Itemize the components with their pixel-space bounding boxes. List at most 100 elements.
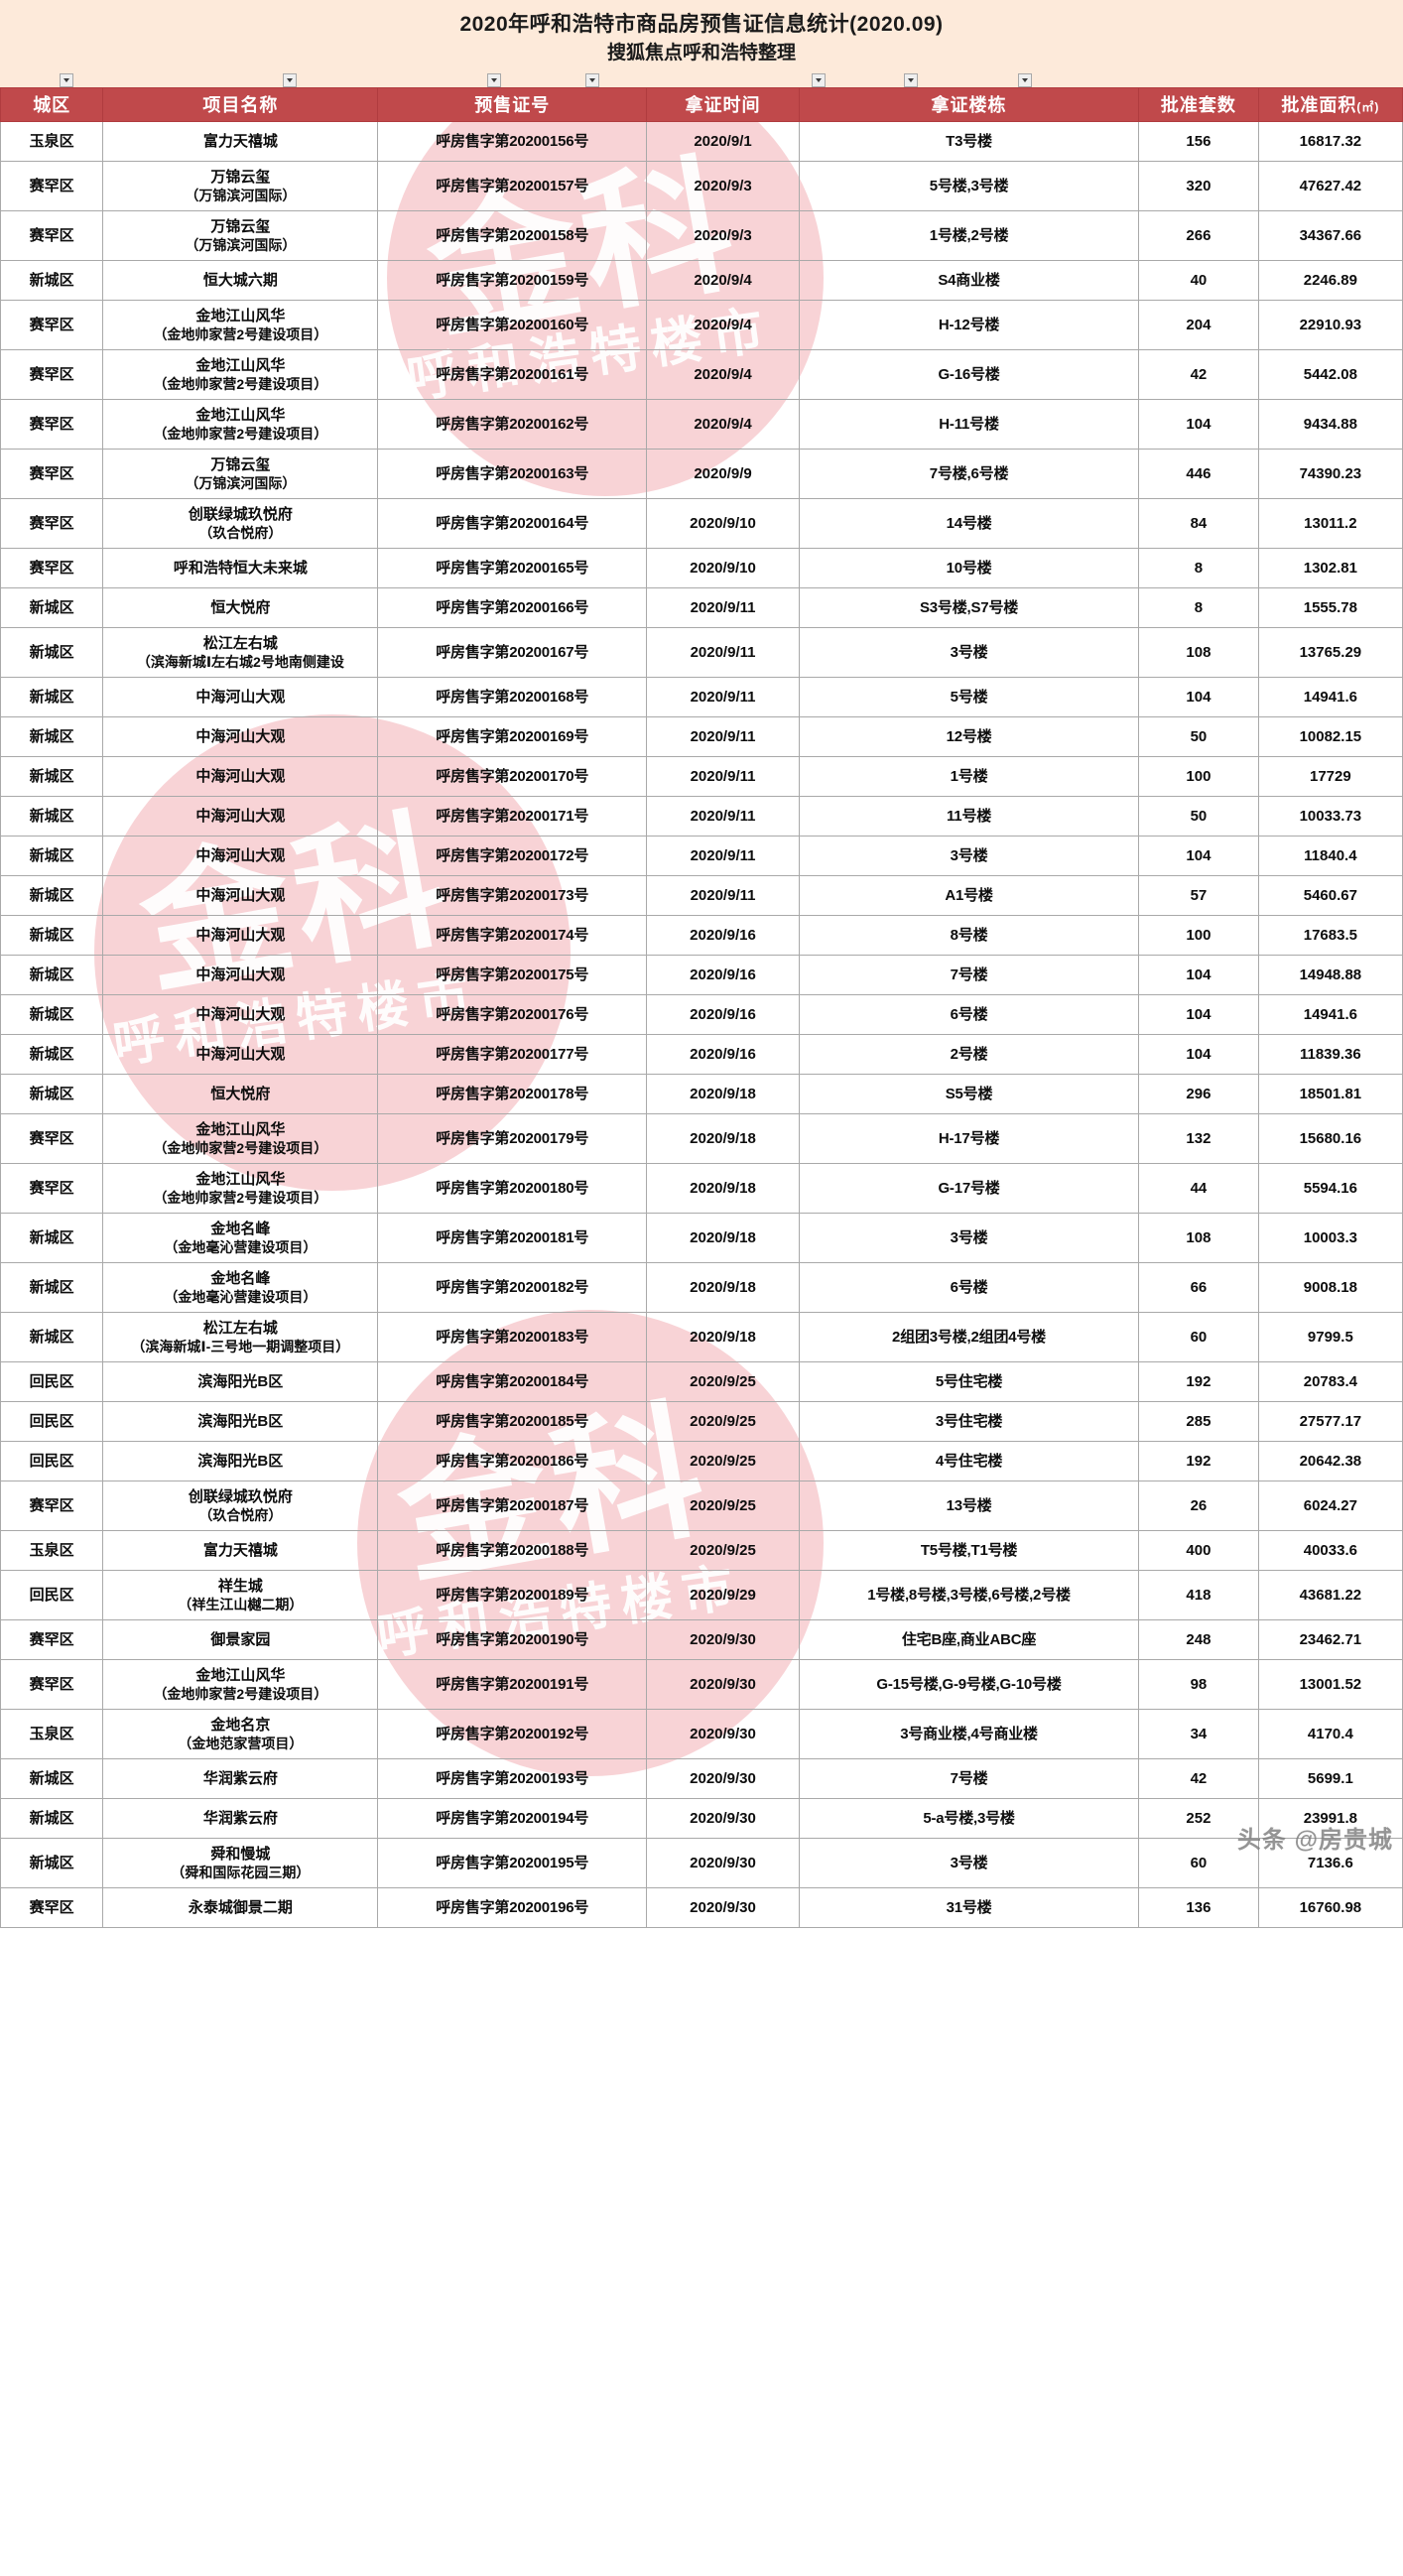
cell-permit-number[interactable]: 呼房售字第20200193号 — [377, 1757, 648, 1799]
cell-permit-date[interactable]: 2020/9/3 — [646, 160, 800, 211]
cell-permit-number[interactable]: 呼房售字第20200162号 — [377, 398, 648, 450]
cell-unit-count[interactable]: 108 — [1138, 1212, 1259, 1263]
cell-unit-count[interactable]: 8 — [1138, 547, 1259, 588]
cell-building[interactable]: H-17号楼 — [798, 1112, 1140, 1164]
cell-district[interactable]: 回民区 — [0, 1360, 104, 1402]
table-row[interactable]: 赛罕区 创联绿城玖悦府 （玖合悦府） 呼房售字第20200164号 2020/9/10 1… — [0, 497, 1403, 549]
cell-unit-count[interactable]: 104 — [1138, 993, 1259, 1035]
cell-permit-number[interactable]: 呼房售字第20200177号 — [377, 1033, 648, 1075]
cell-district[interactable]: 新城区 — [0, 755, 104, 797]
cell-unit-count[interactable]: 100 — [1138, 914, 1259, 956]
cell-unit-count[interactable]: 132 — [1138, 1112, 1259, 1164]
cell-district[interactable]: 赛罕区 — [0, 299, 104, 350]
cell-permit-date[interactable]: 2020/9/25 — [646, 1360, 800, 1402]
cell-permit-number[interactable]: 呼房售字第20200182号 — [377, 1261, 648, 1313]
table-row[interactable]: 赛罕区 金地江山风华 （金地帅家营2号建设项目） 呼房售字第20200162号 2020… — [0, 398, 1403, 450]
table-row[interactable]: 赛罕区 金地江山风华 （金地帅家营2号建设项目） 呼房售字第20200160号 2020… — [0, 299, 1403, 350]
table-row[interactable]: 新城区 中海河山大观 呼房售字第20200170号 2020/9/11 1号楼 100 17… — [0, 755, 1403, 797]
cell-approved-area[interactable]: 2246.89 — [1257, 259, 1403, 301]
cell-permit-number[interactable]: 呼房售字第20200194号 — [377, 1797, 648, 1839]
cell-building[interactable]: 3号楼 — [798, 626, 1140, 678]
cell-project-name[interactable]: 恒大悦府 — [102, 586, 379, 628]
cell-unit-count[interactable]: 42 — [1138, 348, 1259, 400]
cell-approved-area[interactable]: 16760.98 — [1257, 1886, 1403, 1928]
cell-district[interactable]: 新城区 — [0, 715, 104, 757]
table-row[interactable]: 回民区 祥生城 （祥生江山樾二期） 呼房售字第20200189号 2020/9/29 1号… — [0, 1569, 1403, 1620]
cell-permit-number[interactable]: 呼房售字第20200175号 — [377, 954, 648, 995]
table-row[interactable]: 新城区 中海河山大观 呼房售字第20200177号 2020/9/16 2号楼 104 11… — [0, 1033, 1403, 1075]
cell-permit-date[interactable]: 2020/9/11 — [646, 626, 800, 678]
cell-unit-count[interactable]: 104 — [1138, 1033, 1259, 1075]
cell-permit-number[interactable]: 呼房售字第20200173号 — [377, 874, 648, 916]
cell-approved-area[interactable]: 9799.5 — [1257, 1311, 1403, 1362]
cell-unit-count[interactable]: 108 — [1138, 626, 1259, 678]
cell-permit-number[interactable]: 呼房售字第20200185号 — [377, 1400, 648, 1442]
cell-building[interactable]: 3号楼 — [798, 835, 1140, 876]
cell-unit-count[interactable]: 320 — [1138, 160, 1259, 211]
cell-permit-date[interactable]: 2020/9/11 — [646, 795, 800, 837]
cell-project-name[interactable]: 御景家园 — [102, 1618, 379, 1660]
table-row[interactable]: 赛罕区 万锦云玺 （万锦滨河国际） 呼房售字第20200158号 2020/9/3 1号楼… — [0, 209, 1403, 261]
cell-district[interactable]: 新城区 — [0, 1837, 104, 1888]
cell-permit-number[interactable]: 呼房售字第20200187号 — [377, 1480, 648, 1531]
cell-permit-number[interactable]: 呼房售字第20200186号 — [377, 1440, 648, 1481]
cell-district[interactable]: 新城区 — [0, 835, 104, 876]
cell-unit-count[interactable]: 100 — [1138, 755, 1259, 797]
cell-permit-date[interactable]: 2020/9/18 — [646, 1112, 800, 1164]
column-header-cert[interactable]: 预售证号 — [377, 86, 648, 122]
cell-project-name[interactable]: 金地名京 （金地范家营项目） — [102, 1708, 379, 1759]
cell-approved-area[interactable]: 1302.81 — [1257, 547, 1403, 588]
cell-district[interactable]: 新城区 — [0, 1073, 104, 1114]
cell-district[interactable]: 赛罕区 — [0, 348, 104, 400]
cell-unit-count[interactable]: 192 — [1138, 1360, 1259, 1402]
cell-project-name[interactable]: 松江左右城 （滨海新城Ⅰ-三号地一期调整项目） — [102, 1311, 379, 1362]
table-row[interactable]: 玉泉区 富力天禧城 呼房售字第20200188号 2020/9/25 T5号楼,T1号楼… — [0, 1529, 1403, 1571]
cell-permit-date[interactable]: 2020/9/25 — [646, 1480, 800, 1531]
cell-permit-date[interactable]: 2020/9/11 — [646, 715, 800, 757]
cell-district[interactable]: 新城区 — [0, 1212, 104, 1263]
table-row[interactable]: 赛罕区 万锦云玺 （万锦滨河国际） 呼房售字第20200163号 2020/9/9 7号楼… — [0, 448, 1403, 499]
cell-unit-count[interactable]: 104 — [1138, 954, 1259, 995]
cell-permit-number[interactable]: 呼房售字第20200158号 — [377, 209, 648, 261]
cell-building[interactable]: 5号住宅楼 — [798, 1360, 1140, 1402]
cell-approved-area[interactable]: 15680.16 — [1257, 1112, 1403, 1164]
cell-district[interactable]: 回民区 — [0, 1569, 104, 1620]
cell-building[interactable]: 7号楼 — [798, 954, 1140, 995]
table-row[interactable]: 赛罕区 御景家园 呼房售字第20200190号 2020/9/30 住宅B座,商业ABC… — [0, 1618, 1403, 1660]
cell-permit-number[interactable]: 呼房售字第20200191号 — [377, 1658, 648, 1710]
cell-permit-number[interactable]: 呼房售字第20200169号 — [377, 715, 648, 757]
table-row[interactable]: 新城区 中海河山大观 呼房售字第20200172号 2020/9/11 3号楼 104 11… — [0, 835, 1403, 876]
cell-permit-date[interactable]: 2020/9/30 — [646, 1797, 800, 1839]
cell-unit-count[interactable]: 8 — [1138, 586, 1259, 628]
cell-approved-area[interactable]: 17683.5 — [1257, 914, 1403, 956]
table-row[interactable]: 赛罕区 金地江山风华 （金地帅家营2号建设项目） 呼房售字第20200179号 2020… — [0, 1112, 1403, 1164]
cell-permit-number[interactable]: 呼房售字第20200166号 — [377, 586, 648, 628]
cell-approved-area[interactable]: 74390.23 — [1257, 448, 1403, 499]
cell-permit-date[interactable]: 2020/9/30 — [646, 1618, 800, 1660]
cell-project-name[interactable]: 万锦云玺 （万锦滨河国际） — [102, 160, 379, 211]
table-row[interactable]: 赛罕区 永泰城御景二期 呼房售字第20200196号 2020/9/30 31号楼 136… — [0, 1886, 1403, 1928]
cell-district[interactable]: 玉泉区 — [0, 1529, 104, 1571]
cell-building[interactable]: 6号楼 — [798, 1261, 1140, 1313]
table-row[interactable]: 新城区 恒大悦府 呼房售字第20200166号 2020/9/11 S3号楼,S7号楼 8… — [0, 586, 1403, 628]
table-row[interactable]: 玉泉区 富力天禧城 呼房售字第20200156号 2020/9/1 T3号楼 156 168… — [0, 120, 1403, 162]
filter-dropdown-project[interactable] — [283, 72, 297, 87]
cell-district[interactable]: 赛罕区 — [0, 1162, 104, 1214]
cell-approved-area[interactable]: 23991.8 — [1257, 1797, 1403, 1839]
cell-approved-area[interactable]: 43681.22 — [1257, 1569, 1403, 1620]
cell-district[interactable]: 新城区 — [0, 874, 104, 916]
cell-approved-area[interactable]: 22910.93 — [1257, 299, 1403, 350]
cell-approved-area[interactable]: 10033.73 — [1257, 795, 1403, 837]
cell-district[interactable]: 玉泉区 — [0, 1708, 104, 1759]
cell-approved-area[interactable]: 4170.4 — [1257, 1708, 1403, 1759]
table-row[interactable]: 新城区 松江左右城 （滨海新城Ⅰ左右城2号地南侧建设 呼房售字第20200167号 20… — [0, 626, 1403, 678]
cell-permit-date[interactable]: 2020/9/16 — [646, 954, 800, 995]
filter-dropdown-building[interactable] — [812, 72, 826, 87]
cell-district[interactable]: 赛罕区 — [0, 209, 104, 261]
cell-building[interactable]: G-16号楼 — [798, 348, 1140, 400]
cell-permit-date[interactable]: 2020/9/11 — [646, 874, 800, 916]
table-row[interactable]: 新城区 恒大城六期 呼房售字第20200159号 2020/9/4 S4商业楼 40 224… — [0, 259, 1403, 301]
cell-project-name[interactable]: 创联绿城玖悦府 （玖合悦府） — [102, 497, 379, 549]
cell-unit-count[interactable]: 204 — [1138, 299, 1259, 350]
cell-district[interactable]: 回民区 — [0, 1400, 104, 1442]
